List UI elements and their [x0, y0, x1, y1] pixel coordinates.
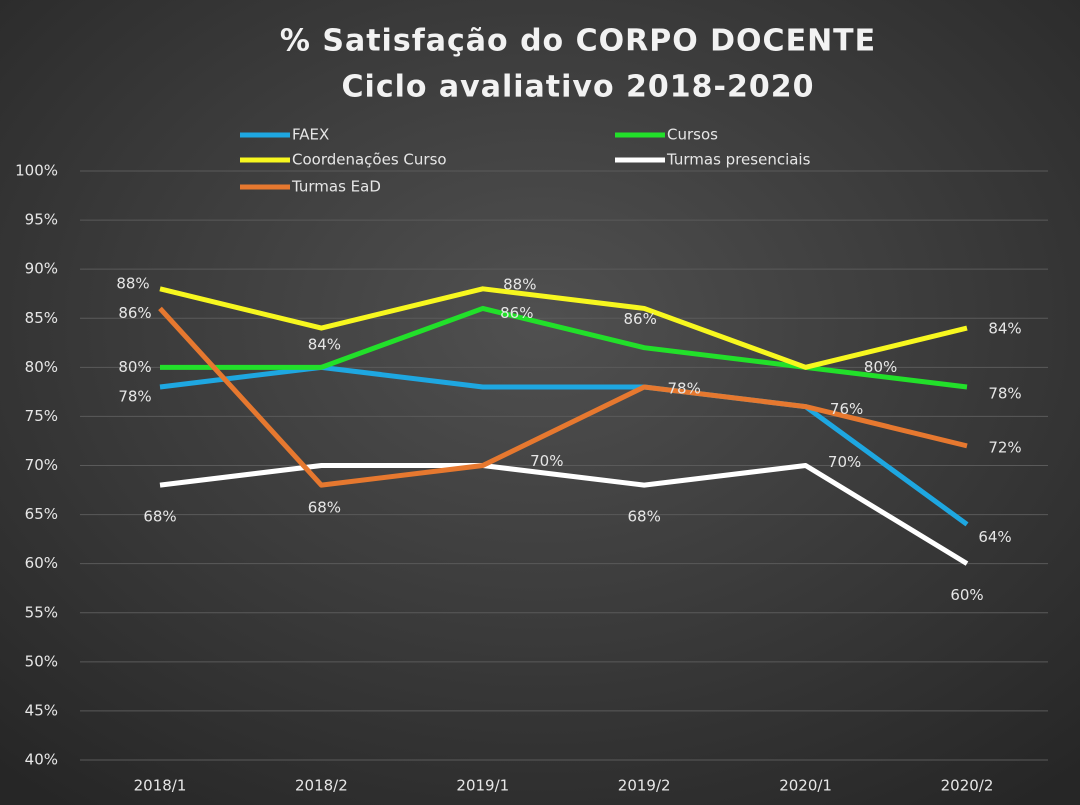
- y-tick-label: 75%: [25, 407, 58, 425]
- x-tick-label: 2018/2: [295, 777, 348, 795]
- series-line: [160, 305, 968, 390]
- series-line: [159, 463, 969, 566]
- y-tick-label: 65%: [25, 505, 58, 523]
- data-label: 86%: [624, 310, 657, 328]
- y-tick-label: 55%: [25, 603, 58, 621]
- legend-label: Coordenações Curso: [292, 151, 447, 169]
- data-label: 78%: [118, 387, 151, 405]
- y-tick-label: 85%: [25, 309, 58, 327]
- data-label: 70%: [828, 453, 861, 471]
- data-label: 68%: [628, 508, 661, 526]
- y-tick-label: 95%: [25, 211, 58, 229]
- data-label: 68%: [143, 508, 176, 526]
- data-label: 60%: [950, 586, 983, 604]
- x-tick-label: 2020/1: [779, 777, 832, 795]
- data-label: 88%: [116, 274, 149, 292]
- y-tick-label: 50%: [25, 652, 58, 670]
- y-tick-label: 70%: [25, 456, 58, 474]
- data-label: 86%: [118, 304, 151, 322]
- data-label: 84%: [988, 320, 1021, 338]
- y-tick-label: 100%: [15, 162, 58, 180]
- data-label: 78%: [988, 384, 1021, 402]
- y-tick-label: 45%: [25, 701, 58, 719]
- data-label: 78%: [668, 379, 701, 397]
- chart-subtitle: Ciclo avaliativo 2018-2020: [342, 70, 815, 105]
- data-label: 80%: [118, 358, 151, 376]
- data-label: 70%: [530, 452, 563, 470]
- legend-label: Turmas presenciais: [666, 151, 811, 169]
- y-tick-label: 40%: [25, 751, 58, 769]
- data-label: 86%: [500, 304, 533, 322]
- x-tick-label: 2020/2: [941, 777, 994, 795]
- legend-label: Cursos: [667, 126, 718, 144]
- series-line: [158, 306, 968, 488]
- x-tick-label: 2019/2: [618, 777, 671, 795]
- x-tick-label: 2019/1: [456, 777, 509, 795]
- y-tick-label: 80%: [25, 358, 58, 376]
- data-label: 64%: [978, 528, 1011, 546]
- data-label: 72%: [988, 438, 1021, 456]
- legend-label: FAEX: [292, 126, 329, 144]
- data-label: 68%: [308, 499, 341, 517]
- chart-title: % Satisfação do CORPO DOCENTE: [280, 24, 876, 59]
- y-tick-label: 60%: [25, 554, 58, 572]
- data-label: 76%: [830, 400, 863, 418]
- series-line: [159, 286, 968, 370]
- data-label: 88%: [503, 275, 536, 293]
- legend-label: Turmas EaD: [291, 178, 381, 196]
- x-tick-label: 2018/1: [134, 777, 187, 795]
- data-label: 84%: [308, 336, 341, 354]
- series-line: [159, 364, 969, 527]
- y-tick-label: 90%: [25, 260, 58, 278]
- data-label: 80%: [864, 358, 897, 376]
